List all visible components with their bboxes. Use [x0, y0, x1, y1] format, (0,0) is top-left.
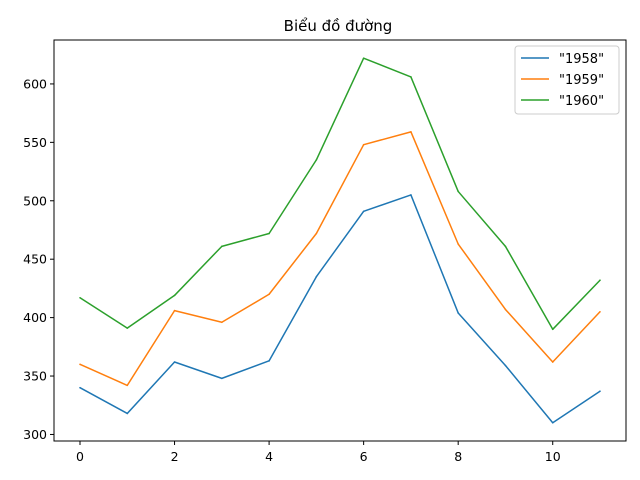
y-tick-label: 500	[23, 193, 47, 208]
data-point	[410, 76, 412, 78]
legend-box	[514, 45, 620, 115]
data-point	[221, 377, 223, 380]
data-point	[173, 309, 176, 312]
data-point	[504, 308, 507, 311]
data-point	[173, 294, 176, 297]
y-tick-label: 450	[23, 252, 47, 267]
data-point	[315, 275, 318, 278]
data-point	[221, 321, 223, 324]
data-point	[599, 279, 601, 282]
legend-label: "1959"	[559, 73, 604, 88]
y-tick-label: 350	[23, 369, 47, 384]
data-point	[221, 245, 223, 248]
data-point	[551, 328, 554, 331]
data-point	[599, 390, 601, 393]
data-point	[457, 190, 459, 193]
data-point	[551, 361, 554, 363]
data-point	[362, 57, 365, 60]
data-point	[268, 360, 270, 362]
legend-label: "1960"	[559, 94, 604, 109]
legend-label: "1958"	[559, 52, 604, 67]
data-point	[551, 421, 554, 424]
x-tick-label: 6	[360, 449, 368, 464]
y-tick-label: 400	[23, 310, 47, 325]
data-point	[599, 310, 601, 313]
data-point	[79, 386, 81, 389]
data-point	[268, 232, 270, 235]
data-point	[173, 361, 176, 363]
data-point	[79, 363, 81, 366]
x-tick-label: 8	[454, 449, 462, 464]
x-tick-label: 10	[545, 449, 561, 464]
data-point	[126, 327, 129, 329]
series-layer	[79, 57, 601, 424]
data-point	[79, 296, 81, 299]
data-point	[362, 143, 365, 146]
data-point	[410, 194, 412, 196]
series-line-3	[79, 57, 601, 331]
data-point	[504, 364, 507, 367]
data-point	[362, 210, 365, 213]
plot-frame	[53, 39, 627, 442]
series-line-1	[79, 194, 601, 424]
y-tick-label: 300	[23, 427, 47, 442]
data-point	[315, 232, 318, 235]
axes-layer: 0 2 4 6 8 10 300 350 400 450 500 550 600	[23, 39, 627, 464]
x-tick-label: 4	[265, 449, 273, 464]
data-point	[457, 243, 459, 245]
data-point	[268, 293, 270, 296]
data-point	[504, 245, 507, 248]
series-line-2	[79, 131, 601, 387]
legend: "1958" "1959" "1960"	[514, 45, 620, 115]
data-point	[126, 384, 129, 387]
chart-title: Biểu đồ đường	[284, 17, 393, 35]
data-point	[315, 159, 318, 161]
x-tick-label: 2	[171, 449, 179, 464]
data-point	[410, 131, 412, 133]
y-tick-label: 550	[23, 135, 47, 150]
y-tick-label: 600	[23, 76, 47, 91]
data-point	[457, 312, 459, 314]
data-point	[126, 412, 129, 415]
x-tick-label: 0	[76, 449, 84, 464]
